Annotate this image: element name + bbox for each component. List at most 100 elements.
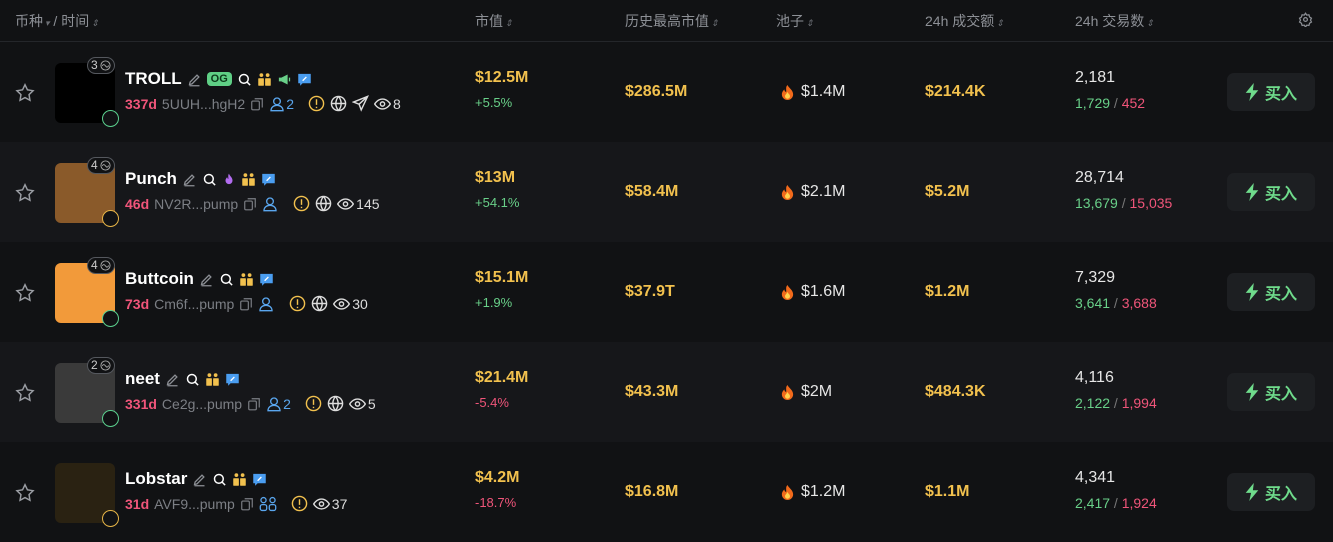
pill-icon [102,110,119,127]
token-name[interactable]: TROLL OG [125,69,312,89]
buy-button[interactable]: 买入 [1227,173,1315,211]
copy-icon[interactable] [239,297,253,311]
sort-ath[interactable]: 历史最高市值 ⇕ [625,13,719,29]
warning-icon[interactable] [305,395,322,412]
sort-mcap[interactable]: 市值 ⇕ [475,13,513,29]
buy-button[interactable]: 买入 [1227,273,1315,311]
globe-icon[interactable] [327,395,344,412]
market-cap-change: -18.7% [475,495,517,510]
warning-icon[interactable] [293,195,310,212]
warning-icon[interactable] [291,495,308,512]
star-icon[interactable] [14,482,36,504]
search-icon[interactable] [219,272,234,287]
warning-icon[interactable] [308,95,325,112]
chat-icon [252,472,267,487]
ath-market-cap: $58.4M [625,183,679,200]
token-age: 31d [125,495,150,512]
pencil-icon[interactable] [187,72,202,87]
pool: $1.4M [780,83,845,101]
buy-button[interactable]: 买入 [1227,373,1315,411]
user-icon [262,196,278,212]
volume-24h: $484.3K [925,383,986,400]
star-icon[interactable] [14,82,36,104]
token-name[interactable]: Punch [125,169,276,189]
gear-icon[interactable] [1298,12,1313,27]
txns-24h: 2,181 [1075,69,1116,86]
warning-icon[interactable] [289,295,306,312]
pencil-icon[interactable] [182,172,197,187]
search-icon[interactable] [212,472,227,487]
search-icon[interactable] [202,172,217,187]
family-icon [232,472,247,487]
chat-icon [225,372,240,387]
user-icon [266,396,282,412]
token-row[interactable]: 4 Punch 46d NV2R...pump 145 $13M +54.1% … [0,142,1333,242]
buys: 13,679 [1075,195,1118,211]
sells: 452 [1121,95,1146,111]
table-header: 币种 ▾ / 时间 ⇕ 市值 ⇕ 历史最高市值 ⇕ 池子 ⇕ 24h 成交额 ⇕ 24h 交… [0,0,1333,42]
pool: $1.6M [780,283,845,301]
token-name[interactable]: neet [125,369,240,389]
sort-coin[interactable]: 币种 ▾ / 时间 ⇕ [15,13,99,29]
token-meta: 337d 5UUH...hgH2 2 8 [125,95,401,112]
buys-sells: 3,641 / 3,688 [1075,295,1157,311]
token-age: 46d [125,195,150,212]
token-meta: 73d Cm6f...pump 30 [125,295,368,312]
swirl-icon [100,60,111,71]
buys: 2,122 [1075,395,1111,411]
market-cap: $12.5M [475,69,529,86]
token-meta: 31d AVF9...pump 37 [125,495,347,512]
star-icon[interactable] [14,182,36,204]
sort-pool[interactable]: 池子 ⇕ [776,13,814,29]
token-name[interactable]: Lobstar [125,469,267,489]
swirl-icon [100,360,111,371]
copy-icon[interactable] [243,197,257,211]
token-row[interactable]: 4 Buttcoin 73d Cm6f...pump 30 $15.1M +1.… [0,242,1333,342]
token-row[interactable]: 2 neet 331d Ce2g...pump 2 5 $21.4M -5.4%… [0,342,1333,442]
buy-button[interactable]: 买入 [1227,473,1315,511]
followers[interactable]: 2 [269,96,294,112]
token-age: 73d [125,295,150,312]
pencil-icon[interactable] [199,272,214,287]
globe-icon[interactable] [311,295,328,312]
globe-icon[interactable] [315,195,332,212]
family-icon [205,372,220,387]
contract-address: Ce2g...pump [161,395,243,412]
volume-24h: $5.2M [925,183,970,200]
bolt-icon [1245,83,1259,101]
followers[interactable]: 2 [266,396,291,412]
ath-market-cap: $43.3M [625,383,679,400]
holders-badge: 2 [87,357,115,374]
contract-address: NV2R...pump [154,195,239,212]
star-icon[interactable] [14,382,36,404]
globe-icon[interactable] [330,95,347,112]
buy-button[interactable]: 买入 [1227,73,1315,111]
views: 145 [337,196,380,212]
pencil-icon[interactable] [165,372,180,387]
followers[interactable] [262,196,279,212]
copy-icon[interactable] [240,497,254,511]
swirl-icon [100,160,111,171]
buys-sells: 13,679 / 15,035 [1075,195,1173,211]
sort-txns[interactable]: 24h 交易数 ⇕ [1075,13,1154,29]
token-row[interactable]: Lobstar 31d AVF9...pump 37 $4.2M -18.7% … [0,442,1333,542]
telegram-icon[interactable] [351,95,369,112]
star-icon[interactable] [14,282,36,304]
buys: 1,729 [1075,95,1111,111]
token-row[interactable]: 3 TROLL OG 337d 5UUH...hgH2 2 8 $12.5M +5… [0,42,1333,142]
swirl-icon [100,260,111,271]
token-name[interactable]: Buttcoin [125,269,274,289]
market-cap: $4.2M [475,469,520,486]
followers[interactable] [258,296,275,312]
pencil-icon[interactable] [192,472,207,487]
eye-icon [333,297,351,311]
search-icon[interactable] [237,72,252,87]
txns-24h: 4,341 [1075,469,1116,486]
copy-icon[interactable] [247,397,261,411]
eye-icon [373,97,391,111]
sort-volume[interactable]: 24h 成交额 ⇕ [925,13,1004,29]
search-icon[interactable] [185,372,200,387]
copy-icon[interactable] [250,97,264,111]
market-cap: $21.4M [475,369,529,386]
views: 8 [373,96,401,112]
